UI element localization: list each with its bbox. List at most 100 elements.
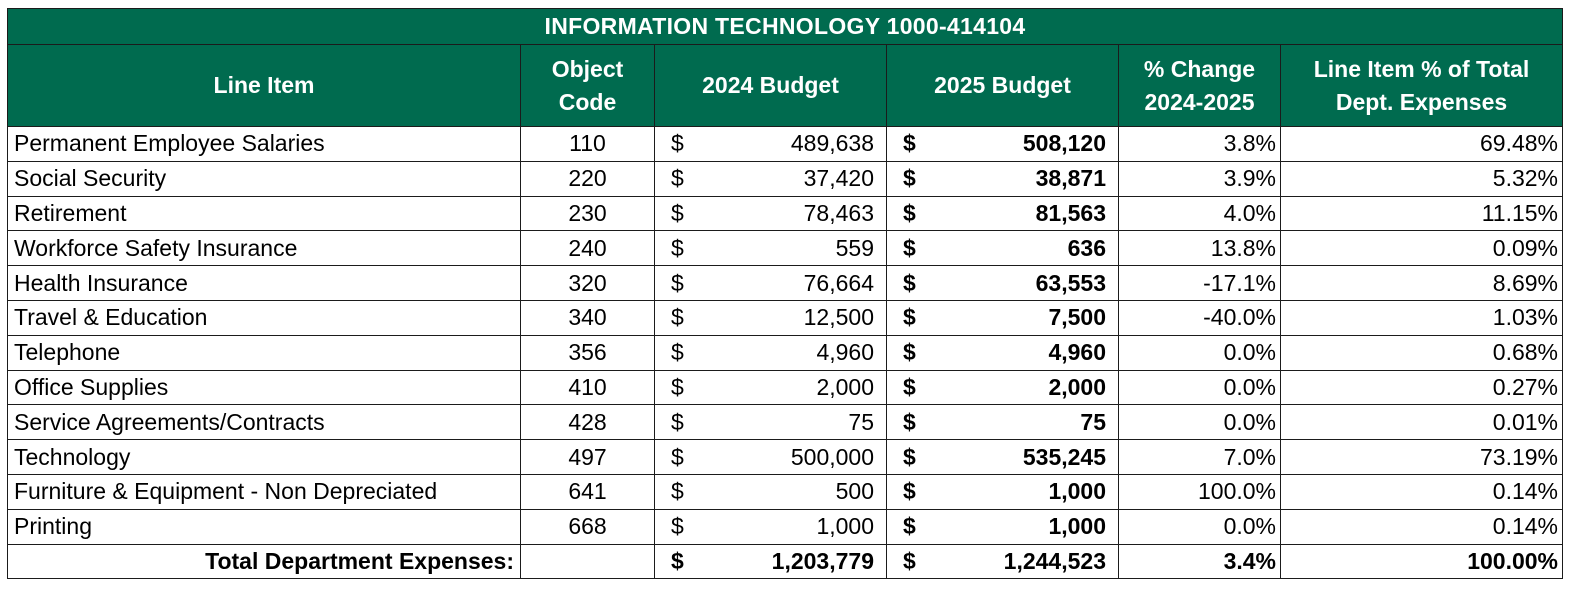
currency-symbol: $ <box>671 130 684 157</box>
budget-2025-cell: $ 63,553 <box>886 265 1119 301</box>
object-code-cell: 668 <box>520 508 655 545</box>
currency-symbol: $ <box>671 165 684 192</box>
pct-total-cell: 0.27% <box>1279 369 1564 406</box>
line-item-cell: Retirement <box>7 195 521 232</box>
budget-2024-value: 1,000 <box>816 513 874 540</box>
currency-symbol: $ <box>671 373 684 400</box>
pct-total-cell: 1.03% <box>1279 299 1564 336</box>
budget-2025-value: 38,871 <box>1035 165 1106 192</box>
budget-2025-cell: $ 75 <box>886 404 1119 441</box>
budget-2024-cell: $ 559 <box>654 230 887 267</box>
line-item-cell: Health Insurance <box>7 265 521 301</box>
budget-2025-cell: $ 7,500 <box>886 299 1119 336</box>
budget-2025-value: 1,000 <box>1048 513 1106 540</box>
currency-symbol: $ <box>903 408 916 435</box>
header-2025-budget: 2025 Budget <box>886 44 1119 127</box>
budget-2024-value: 2,000 <box>816 373 874 400</box>
budget-2024-value: 1,203,779 <box>771 547 874 574</box>
line-item-cell: Technology <box>7 439 521 475</box>
object-code-cell <box>520 543 655 580</box>
line-item-cell: Furniture & Equipment - Non Depreciated <box>7 473 521 510</box>
line-item-cell: Permanent Employee Salaries <box>7 126 521 162</box>
table-row: Telephone 356 $ 4,960 $ 4,960 0.0% 0.68% <box>7 334 1564 371</box>
pct-change-cell: 13.8% <box>1118 230 1281 267</box>
table-row: Workforce Safety Insurance 240 $ 559 $ 6… <box>7 230 1564 267</box>
budget-2024-value: 78,463 <box>803 199 874 226</box>
budget-2024-cell: $ 12,500 <box>654 299 887 336</box>
budget-2025-cell: $ 4,960 <box>886 334 1119 371</box>
budget-2024-cell: $ 78,463 <box>654 195 887 232</box>
pct-total-cell: 0.14% <box>1279 473 1564 510</box>
pct-total-cell: 0.01% <box>1279 404 1564 441</box>
line-item-cell: Travel & Education <box>7 299 521 336</box>
budget-2025-value: 81,563 <box>1035 199 1106 226</box>
pct-change-cell: 0.0% <box>1118 369 1281 406</box>
pct-total-cell: 73.19% <box>1279 439 1564 475</box>
table-row: Social Security 220 $ 37,420 $ 38,871 3.… <box>7 160 1564 197</box>
object-code-cell: 356 <box>520 334 655 371</box>
pct-total-cell: 8.69% <box>1279 265 1564 301</box>
table-row: Travel & Education 340 $ 12,500 $ 7,500 … <box>7 299 1564 336</box>
budget-2025-value: 508,120 <box>1022 130 1106 157</box>
currency-symbol: $ <box>903 165 916 192</box>
currency-symbol: $ <box>903 199 916 226</box>
pct-change-cell: 0.0% <box>1118 508 1281 545</box>
object-code-cell: 497 <box>520 439 655 475</box>
budget-2024-cell: $ 4,960 <box>654 334 887 371</box>
currency-symbol: $ <box>903 513 916 540</box>
pct-change-cell: -40.0% <box>1118 299 1281 336</box>
budget-2024-value: 559 <box>835 234 874 261</box>
object-code-cell: 230 <box>520 195 655 232</box>
budget-2025-cell: $ 38,871 <box>886 160 1119 197</box>
currency-symbol: $ <box>903 304 916 331</box>
pct-change-cell: -17.1% <box>1118 265 1281 301</box>
budget-2024-value: 12,500 <box>803 304 874 331</box>
currency-symbol: $ <box>671 304 684 331</box>
budget-2025-value: 75 <box>1080 408 1106 435</box>
budget-2024-value: 500,000 <box>790 443 874 470</box>
line-item-cell: Social Security <box>7 160 521 197</box>
currency-symbol: $ <box>671 513 684 540</box>
budget-2025-cell: $ 1,244,523 <box>886 543 1119 580</box>
budget-2024-cell: $ 2,000 <box>654 369 887 406</box>
budget-2024-value: 37,420 <box>803 165 874 192</box>
pct-change-cell: 3.9% <box>1118 160 1281 197</box>
currency-symbol: $ <box>903 547 916 574</box>
budget-2024-cell: $ 489,638 <box>654 126 887 162</box>
budget-table: INFORMATION TECHNOLOGY 1000-414104 Line … <box>6 8 1564 580</box>
table-title-row: INFORMATION TECHNOLOGY 1000-414104 <box>6 8 1564 45</box>
currency-symbol: $ <box>903 130 916 157</box>
pct-total-cell: 100.00% <box>1279 543 1564 580</box>
pct-change-cell: 4.0% <box>1118 195 1281 232</box>
currency-symbol: $ <box>671 199 684 226</box>
object-code-cell: 220 <box>520 160 655 197</box>
currency-symbol: $ <box>671 408 684 435</box>
pct-change-cell: 3.8% <box>1118 126 1281 162</box>
currency-symbol: $ <box>903 373 916 400</box>
budget-2025-value: 2,000 <box>1048 373 1106 400</box>
budget-table-container: INFORMATION TECHNOLOGY 1000-414104 Line … <box>6 8 1564 580</box>
pct-total-cell: 0.68% <box>1279 334 1564 371</box>
budget-2025-cell: $ 2,000 <box>886 369 1119 406</box>
budget-2025-cell: $ 535,245 <box>886 439 1119 475</box>
currency-symbol: $ <box>903 443 916 470</box>
pct-total-cell: 69.48% <box>1279 126 1564 162</box>
table-row: Permanent Employee Salaries 110 $ 489,63… <box>7 126 1564 162</box>
object-code-cell: 340 <box>520 299 655 336</box>
table-title: INFORMATION TECHNOLOGY 1000-414104 <box>6 8 1564 45</box>
object-code-cell: 240 <box>520 230 655 267</box>
pct-total-cell: 5.32% <box>1279 160 1564 197</box>
header-line-item: Line Item <box>7 44 521 127</box>
pct-total-cell: 0.09% <box>1279 230 1564 267</box>
currency-symbol: $ <box>671 547 684 574</box>
table-row: Technology 497 $ 500,000 $ 535,245 7.0% … <box>7 439 1564 475</box>
line-item-cell: Office Supplies <box>7 369 521 406</box>
budget-2024-value: 489,638 <box>790 130 874 157</box>
pct-total-cell: 11.15% <box>1279 195 1564 232</box>
object-code-cell: 641 <box>520 473 655 510</box>
budget-2025-value: 636 <box>1067 234 1106 261</box>
table-row: Health Insurance 320 $ 76,664 $ 63,553 -… <box>7 265 1564 301</box>
budget-2025-cell: $ 636 <box>886 230 1119 267</box>
line-item-cell: Workforce Safety Insurance <box>7 230 521 267</box>
header-2024-budget: 2024 Budget <box>654 44 887 127</box>
